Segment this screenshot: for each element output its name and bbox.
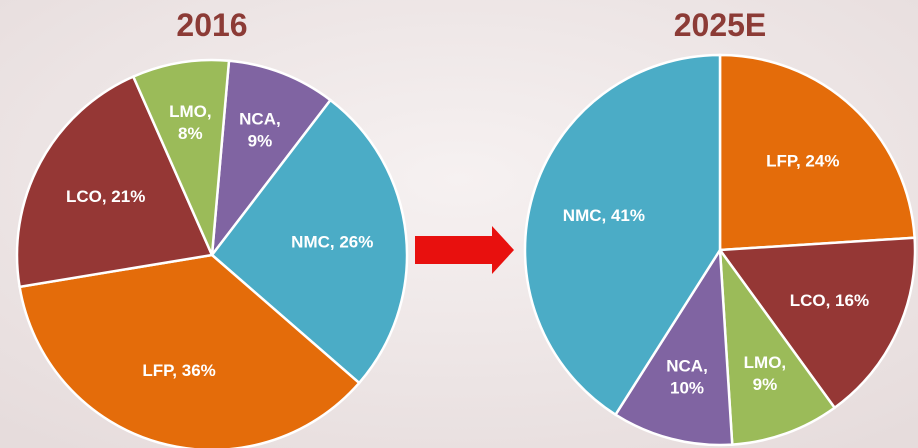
pie-slice [131,58,231,256]
data-label: LFP, 24% [766,151,839,170]
pie-slice [15,74,214,289]
pie-slice [717,236,917,410]
data-label: LCO, 16% [790,291,869,310]
data-label: LMO, 8% [169,103,212,144]
pie-slice [718,245,837,446]
pie-slice [613,246,734,447]
pie-slice [210,98,409,385]
data-label: LMO, 9% [744,353,787,394]
pie-slice [523,53,722,417]
pie-slice [718,53,916,252]
data-label: NCA, 10% [666,357,708,398]
pie-slice [18,253,361,448]
chart-title: 2016 [176,7,247,43]
data-label: LFP, 36% [142,361,215,380]
chart-title: 2025E [674,7,767,43]
arrow [415,226,514,274]
data-label: LCO, 21% [66,187,145,206]
data-label: NMC, 26% [291,232,373,251]
data-label: NCA, 9% [239,110,281,151]
pie-slice [210,59,333,260]
data-label: NMC, 41% [563,206,645,225]
